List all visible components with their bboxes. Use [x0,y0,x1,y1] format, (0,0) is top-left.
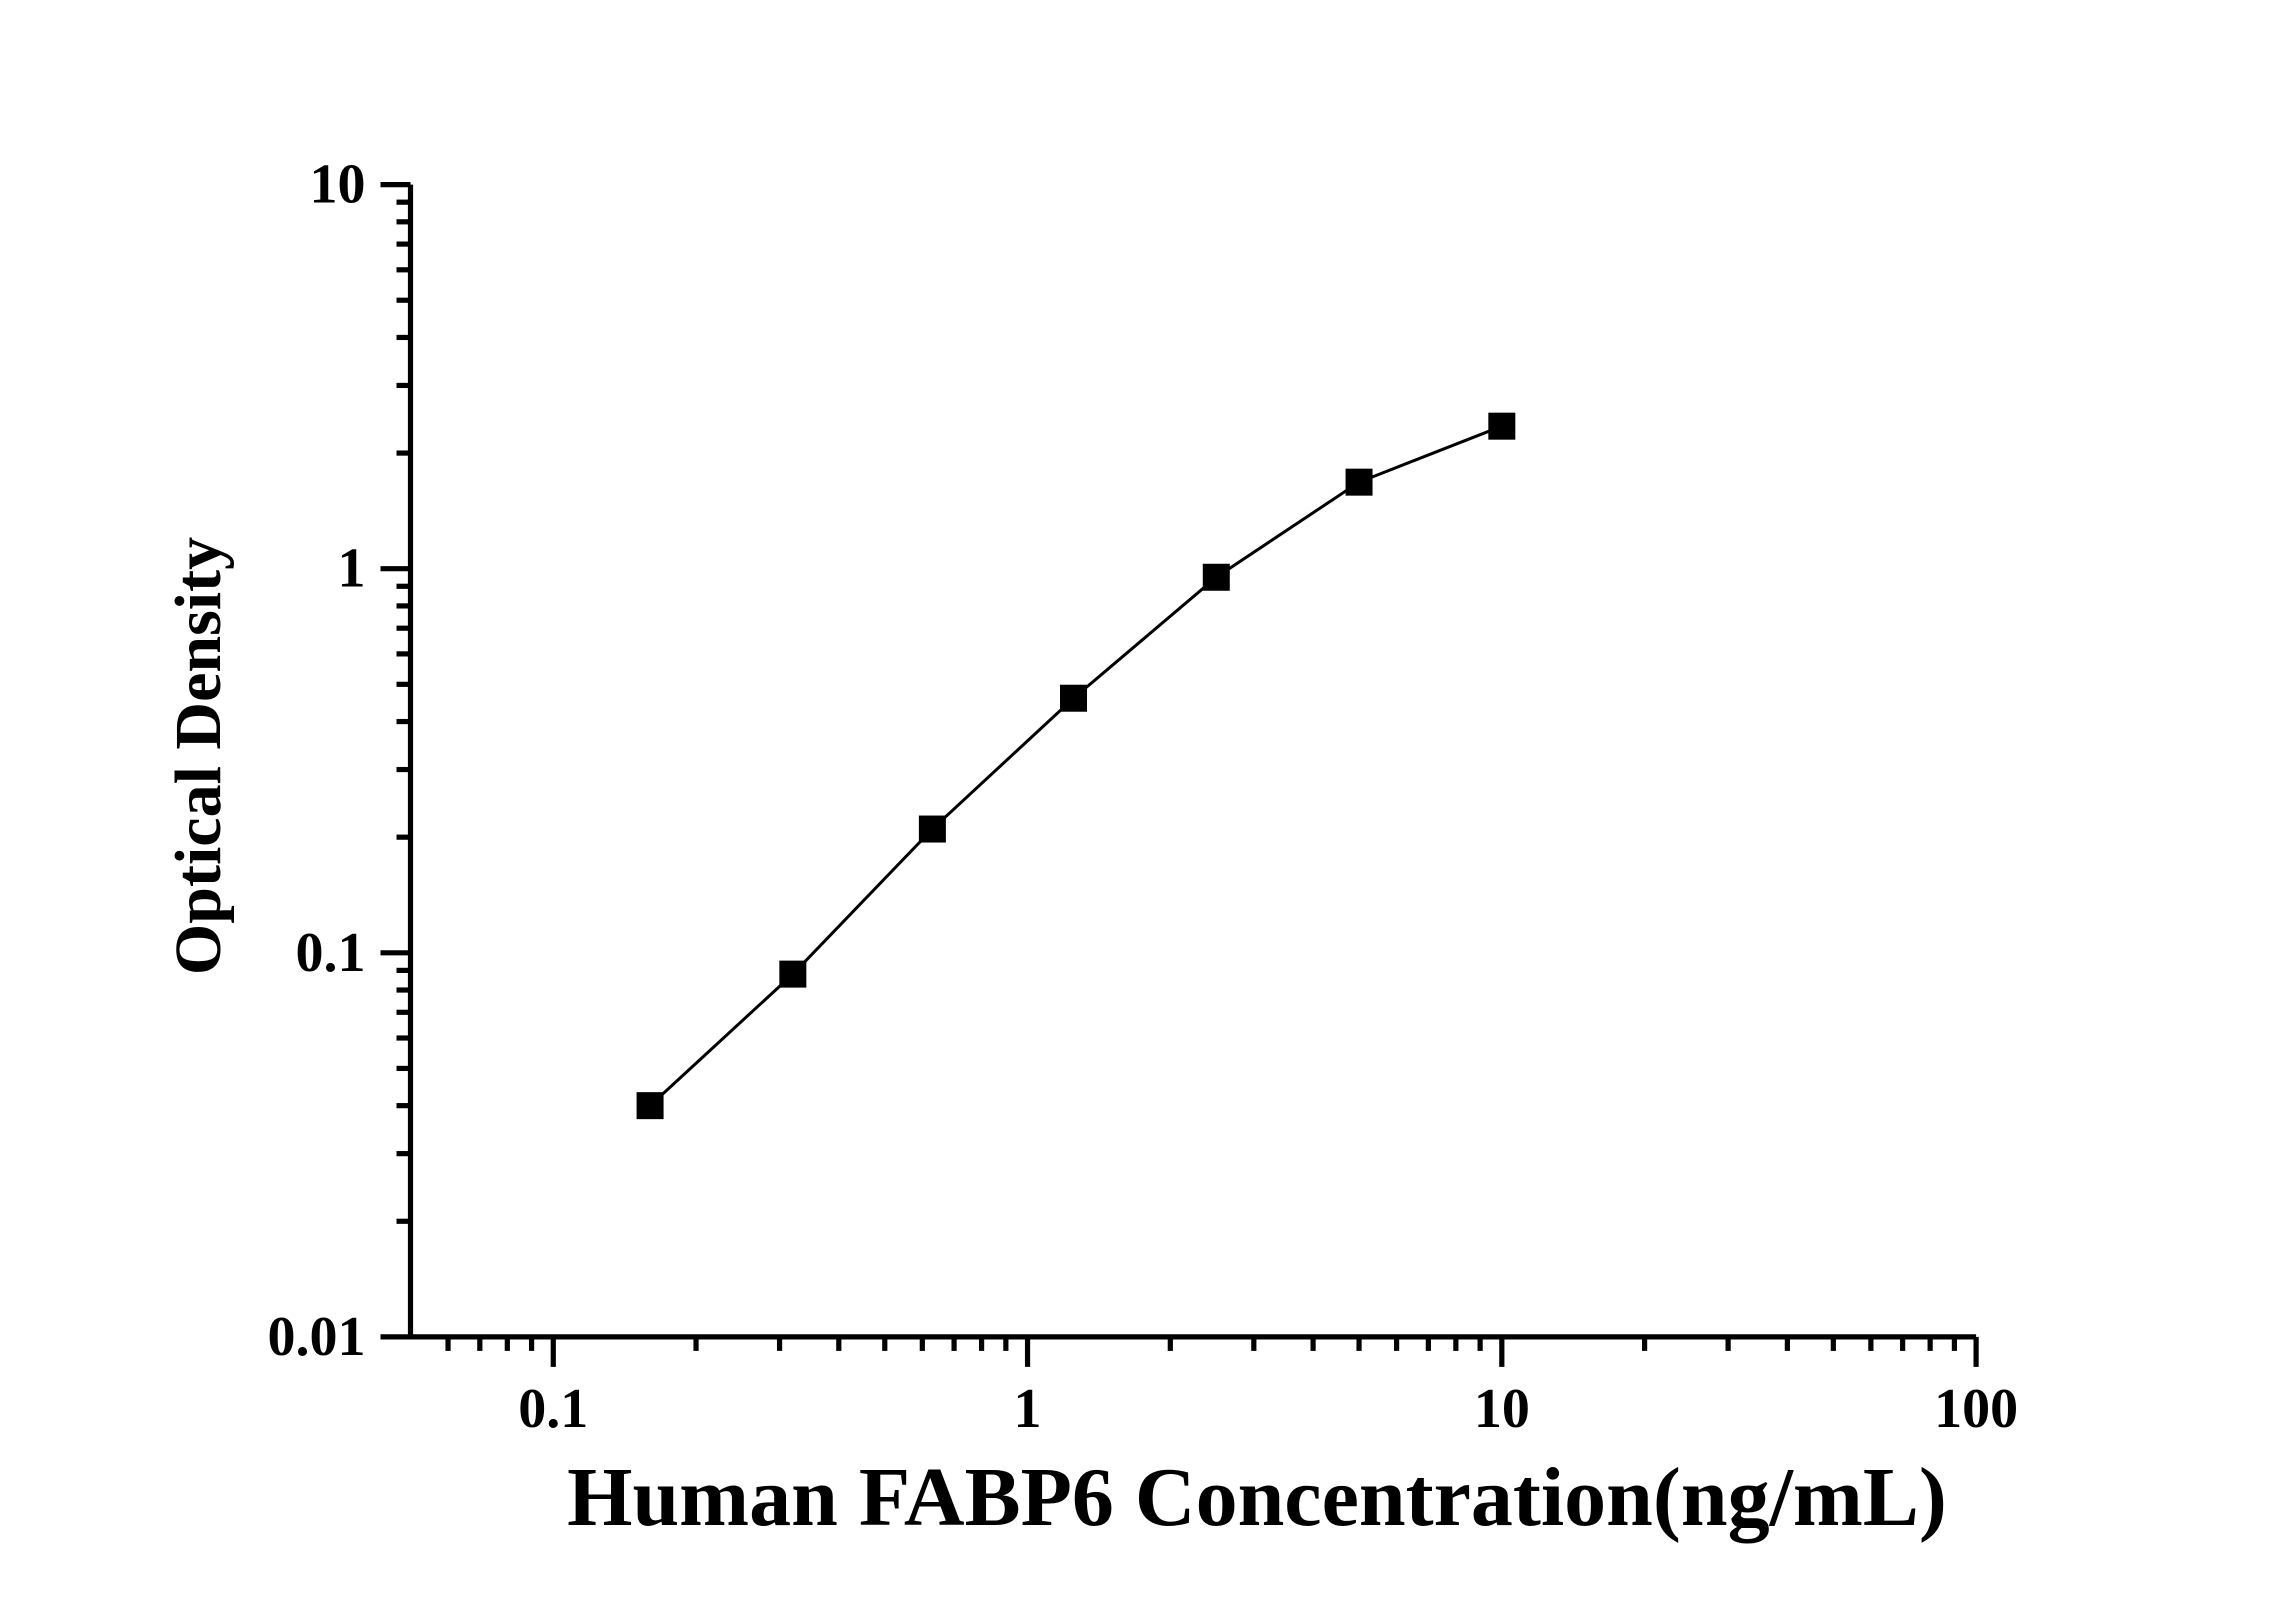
svg-text:100: 100 [1934,1378,2018,1440]
svg-text:Human FABP6 Concentration(ng/m: Human FABP6 Concentration(ng/mL) [567,1451,1947,1544]
svg-text:0.01: 0.01 [268,1306,366,1368]
svg-text:1: 1 [1014,1378,1042,1440]
svg-text:10: 10 [1474,1378,1530,1440]
svg-text:10: 10 [310,154,366,216]
svg-text:0.1: 0.1 [296,922,366,984]
svg-text:Optical Density: Optical Density [162,537,235,975]
svg-text:0.1: 0.1 [518,1378,588,1440]
svg-text:1: 1 [338,538,366,600]
